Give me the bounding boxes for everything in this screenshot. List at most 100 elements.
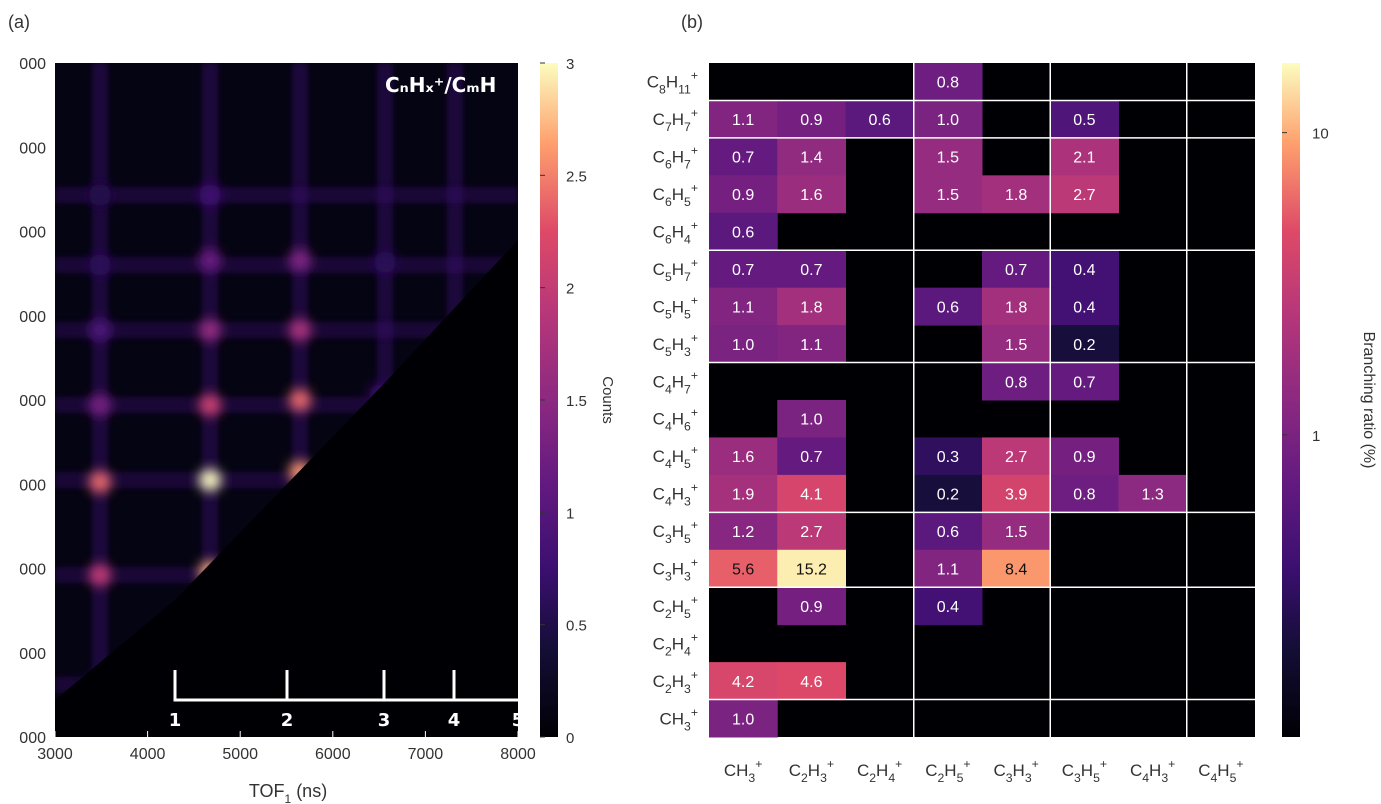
panel-b-colorbar-tick-label: 1 [1312,428,1320,445]
panel-a-colorbar-tick-label: 0 [566,730,574,747]
panel-a-row-stripe [55,322,518,338]
branching-cell [982,325,1051,364]
branching-cell [777,474,846,513]
panel-b-y-label: C3H3+ [653,556,698,584]
bottom-bracket-label: 4 [448,710,461,731]
bottom-bracket-label: 2 [281,710,294,731]
branching-cell [709,100,778,139]
panel-a-row-stripe [55,187,518,203]
panel-b-y-label: C3H5+ [653,518,698,546]
branching-cell [777,512,846,551]
branching-cell [913,100,983,139]
panel-b-y-label: CH3+ [659,705,698,733]
branching-cell-value: 1.4 [800,150,822,167]
branching-cell [709,437,778,476]
branching-cell [1050,175,1119,214]
branching-cell-value: 0.7 [1005,262,1027,279]
bottom-bracket-label: 1 [169,710,182,731]
branching-cell-value: 1.8 [1005,187,1027,204]
branching-cell-value: 1.8 [800,299,822,316]
branching-cell [982,250,1051,289]
branching-cell [982,362,1051,401]
panel-b-x-label: CH3+ [724,757,763,785]
panel-b-x-labels: CH3+ C2H3+ C2H4+ C2H5+ C3H3+ C3H5+ C4H3+ C4H5+ [724,757,1244,785]
panel-a-colorbar [540,63,558,737]
branching-cell-value: 8.4 [1005,562,1027,579]
panel-b-y-label: C4H5+ [653,443,698,471]
panel-a-y-tick-label: 000 [19,309,46,326]
branching-cell [982,512,1051,551]
branching-cell-value: 0.6 [732,225,754,242]
panel-a-y-tick-label: 000 [19,56,46,73]
branching-cell [709,512,778,551]
panel-b-x-label: C3H3+ [993,757,1038,785]
panel-a-annotation: CₙHₓ⁺/CₘH [385,73,496,97]
branching-cell-value: 0.6 [937,524,959,541]
branching-cell-value: 0.4 [1073,299,1095,316]
panel-b-y-label: C2H4+ [653,630,698,658]
branching-cell-value: 0.8 [1005,374,1027,391]
branching-cell-value: 0.7 [1073,374,1095,391]
panel-b-y-label: C5H3+ [653,331,698,359]
branching-cell-value: 0.5 [1073,112,1095,129]
panel-b-y-label: C4H7+ [653,368,698,396]
branching-cell-value: 1.9 [732,487,754,504]
panel-a-x-tick-label: 5000 [222,746,258,763]
branching-cell-value: 0.9 [1073,449,1095,466]
branching-cell-value: 0.2 [937,487,959,504]
branching-cell-value: 1.2 [732,524,754,541]
branching-cell [1050,325,1119,364]
branching-cell [777,137,846,176]
branching-cell [913,63,983,101]
panel-a-colorbar-tick-label: 3 [566,56,574,73]
branching-cell [913,474,983,513]
branching-cell [913,587,983,626]
branching-cell-value: 0.4 [1073,262,1095,279]
panel-a-label: (a) [8,12,30,32]
panel-a-row-stripe [55,257,518,273]
branching-cell-value: 0.6 [869,112,891,129]
branching-cell [709,287,778,326]
branching-cell [982,474,1051,513]
branching-cell-value: 0.9 [800,112,822,129]
panel-b-y-label: C8H11+ [647,69,698,97]
branching-cell-value: 0.4 [937,599,959,616]
branching-cell-value: 0.2 [1073,337,1095,354]
panel-a-hotspot [289,389,311,411]
branching-cell [1118,474,1188,513]
branching-cell [982,287,1051,326]
panel-b-y-label: C2H3+ [653,668,698,696]
bottom-bracket-label: 3 [378,710,391,731]
bottom-bracket-label: 5 [512,710,525,731]
panel-a-hotspot [374,251,396,273]
panel-a-hotspot [89,394,111,416]
panel-b-x-label: C2H3+ [789,757,834,785]
bottom-bracket-labels: 1 2 3 4 5 [169,710,525,731]
panel-b-colorbar-tick-label: 10 [1312,126,1329,143]
branching-cell [982,175,1051,214]
branching-cell [913,137,983,176]
branching-cell [913,287,983,326]
panel-a-hotspot [199,469,221,491]
panel-a-hotspot [89,564,111,586]
branching-cell-value: 2.7 [800,524,822,541]
panel-b-y-label: C6H4+ [653,219,698,247]
panel-a-x-tick-label: 7000 [408,746,444,763]
branching-cell-value: 1.1 [800,337,822,354]
panel-a-hotspot [289,319,311,341]
panel-a-x-axis-title: TOF1 (ns) [249,781,327,804]
branching-cell [777,100,846,139]
panel-a-y-ticks: 000 000 000 000 000 000 000 000 000 [19,56,46,747]
panel-a-y-tick-label: 000 [19,393,46,410]
panel-b-y-label: C7H7+ [653,106,698,134]
branching-cell [982,549,1051,588]
panel-a-colorbar-tick-label: 1 [566,505,574,522]
branching-cell [709,474,778,513]
branching-cell-value: 0.7 [732,262,754,279]
branching-cell-value: 0.7 [800,262,822,279]
panel-a-x-tick-label: 4000 [130,746,166,763]
panel-b-cells: 0.8 1.1 0.9 0.6 1.0 0.5 0.7 1.4 1.5 2.1 0.9 1.6 1.5 1… [709,63,1188,738]
panel-b-x-label: C4H5+ [1198,757,1243,785]
branching-cell [845,100,915,139]
